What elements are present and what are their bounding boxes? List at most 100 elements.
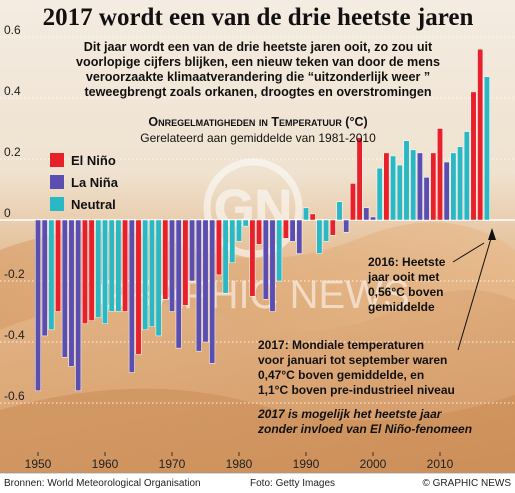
el-nino-note-line-1: 2017 is mogelijk het heetste jaar [257,407,443,421]
legend-swatch-neutral [50,197,64,211]
bar-2012 [450,152,457,221]
chart-title: Onregelmatigheden in Temperatuur (°C) [148,115,367,129]
bar-1967 [148,219,155,327]
bar-2000 [370,216,376,221]
bar-1975 [202,219,209,343]
annotation-2017-leader [457,234,493,351]
bar-1956 [75,219,82,392]
footer-photo-credit: Foto: Getty Images [250,478,335,489]
bar-1965 [135,219,142,355]
bar-1968 [155,219,162,337]
bar-2001 [376,167,383,221]
bar-1991 [309,213,316,221]
bar-1979 [229,219,236,263]
y-tick-labels: 0.6 0.4 0.2 0 -0.2 -0.4 -0.6 [4,23,25,403]
bar-1973 [189,219,196,282]
bar-1978 [222,219,229,294]
bar-2008 [423,177,430,221]
bar-1985 [269,219,276,312]
bar-1955 [68,219,75,367]
bar-2005 [403,140,410,221]
bar-2010 [437,128,443,221]
bar-1951 [41,219,48,337]
annotation-2016-line-3: 0,56°C boven [368,285,444,299]
bar-1981 [242,219,249,227]
bar-2002 [383,152,390,221]
subtitle-line-3: veroorzaakte klimaatverandering die “uit… [86,70,430,84]
x-tick-label: 1990 [293,457,320,471]
x-tick-label: 1950 [25,457,52,471]
bar-1983 [256,219,263,245]
bar-1969 [162,219,169,300]
dune-front [0,388,515,493]
x-tick-labels: 1950 1960 1970 1980 1990 2000 2010 [25,452,454,471]
bar-1996 [343,219,350,233]
bar-1950 [35,219,41,392]
annotation-2016-line-2: jaar ooit met [367,270,439,284]
bar-1961 [108,219,115,312]
el-nino-note: 2017 is mogelijk het heetste jaar zonder… [257,407,472,436]
bar-1995 [336,201,343,221]
bar-1974 [195,219,202,352]
footer-bar [0,473,515,493]
bar-1988 [289,219,296,242]
bar-1952 [48,219,55,331]
bar-1997 [349,183,356,221]
y-tick-label: -0.2 [4,267,25,281]
bar-1957 [81,219,88,324]
annotation-2017-arrow-icon [488,228,496,240]
annotation-2017-line-3: 0,47°C boven gemiddelde, en [258,368,424,382]
bar-1971 [175,219,182,349]
legend-label-el-nino: El Niño [71,153,116,168]
bars [35,48,490,392]
footer-copyright: © GRAPHIC NEWS [423,478,512,489]
legend-label-neutral: Neutral [71,197,116,212]
page-title: 2017 wordt een van de drie heetste jaren [43,4,474,31]
x-tick-label: 2000 [360,457,387,471]
bar-1998 [356,137,363,221]
annotation-2017-line-4: 1,1°C boven pre-industrieel niveau [258,383,455,397]
bar-1962 [115,219,122,312]
y-tick-label: 0.2 [4,145,21,159]
bar-1982 [249,219,256,297]
bar-2003 [390,155,397,221]
x-tick-label: 1970 [159,457,186,471]
bar-2004 [396,164,403,221]
bar-1994 [329,219,336,236]
annotation-2016: 2016: Heetste jaar ooit met 0,56°C boven… [367,242,485,314]
annotation-2017: 2017: Mondiale temperaturen voor januari… [258,228,496,397]
bar-1977 [215,219,222,276]
bar-1970 [169,219,175,312]
bar-1964 [128,219,135,373]
annotation-2017-line-2: voor januari tot september waren [258,353,447,367]
bar-1963 [122,219,129,312]
bar-1992 [316,219,323,254]
y-tick-label: 0 [4,206,11,220]
bar-2014 [463,131,470,221]
x-tick-label: 1980 [226,457,253,471]
bar-1960 [102,219,108,324]
x-tick-label: 2010 [427,457,454,471]
bar-1972 [182,219,189,306]
y-tick-label: -0.6 [4,389,25,403]
subtitle-line-2: voorlopige cijfers blijken, een nieuw te… [76,55,440,69]
bar-2009 [430,152,437,221]
dune-middle [0,290,515,493]
chart-subtitle: Gerelateerd aan gemiddelde van 1981-2010 [140,131,376,145]
x-tick-label: 1960 [92,457,119,471]
bar-1966 [142,219,149,331]
subtitle-line-4: teweegbrengt zoals orkanen, droogtes en … [84,85,431,99]
legend: El Niño La Niña Neutral [50,153,119,212]
bar-1959 [95,219,102,318]
bar-2006 [410,149,417,221]
el-nino-note-line-2: zonder invloed van El Niño-fenomeen [257,422,472,436]
bar-1986 [276,219,283,282]
bar-1999 [363,207,370,221]
bar-2013 [457,146,464,221]
bar-1980 [236,219,242,242]
annotation-2017-line-1: 2017: Mondiale temperaturen [258,338,424,352]
legend-swatch-la-nina [50,175,64,189]
legend-label-la-nina: La Niña [71,175,119,190]
